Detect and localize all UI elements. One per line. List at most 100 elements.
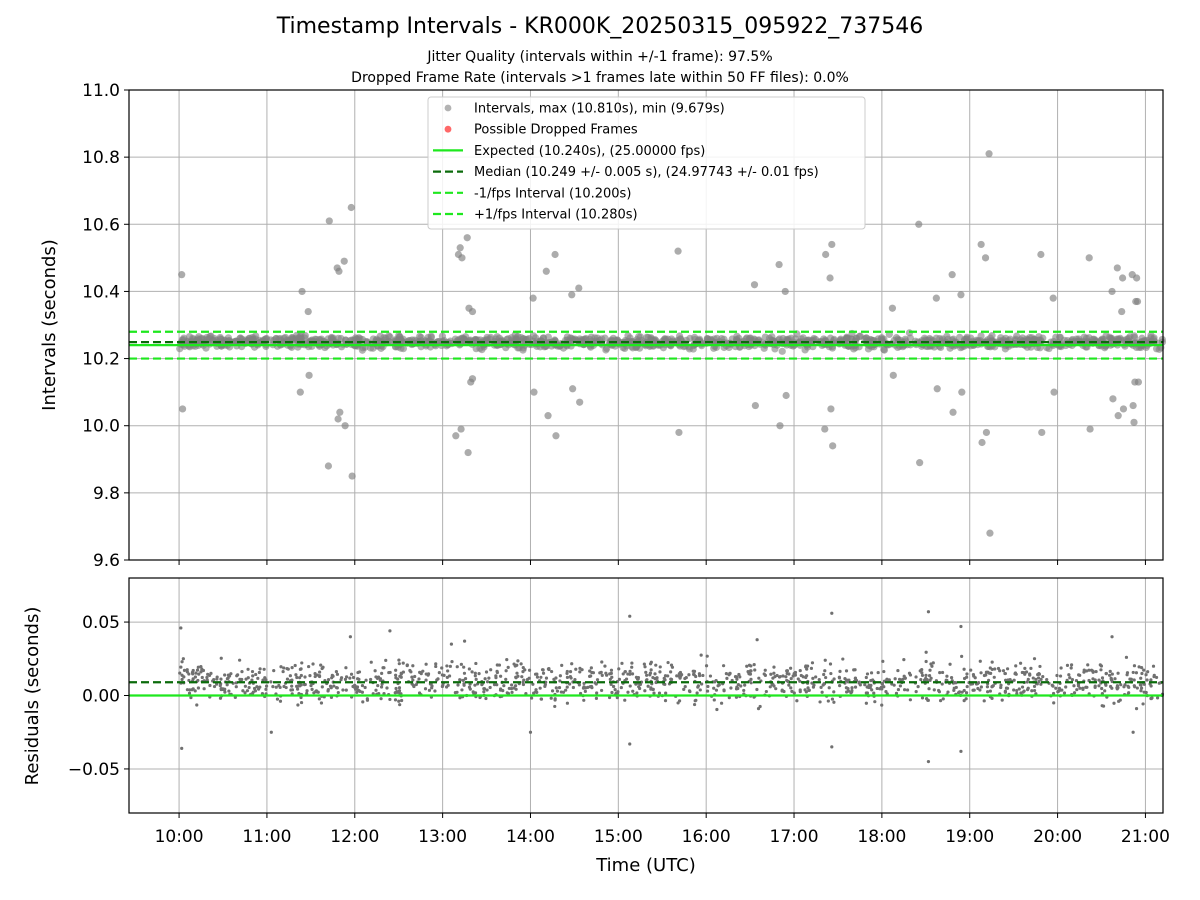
residual-point bbox=[944, 678, 948, 682]
residual-point bbox=[513, 684, 518, 688]
interval-outlier-point bbox=[542, 267, 550, 275]
residual-point bbox=[902, 688, 907, 692]
interval-point bbox=[778, 347, 786, 355]
interval-outlier-point bbox=[468, 375, 477, 383]
residual-point bbox=[423, 687, 428, 691]
interval-outlier-point bbox=[1086, 425, 1094, 433]
interval-outlier-point bbox=[821, 425, 829, 433]
residual-point bbox=[828, 662, 833, 666]
interval-outlier-point bbox=[568, 291, 576, 299]
residual-point bbox=[1081, 687, 1085, 691]
residual-point bbox=[1093, 678, 1097, 682]
residual-point bbox=[701, 673, 705, 678]
residual-point bbox=[1005, 667, 1010, 671]
residual-point bbox=[626, 672, 630, 676]
residual-point bbox=[199, 665, 203, 669]
residual-point bbox=[977, 681, 981, 685]
residual-point bbox=[305, 691, 309, 696]
residual-point bbox=[772, 665, 776, 669]
residual-point bbox=[262, 667, 266, 671]
residual-point bbox=[1129, 677, 1133, 681]
residual-point bbox=[254, 672, 258, 677]
residual-outlier-point bbox=[959, 749, 963, 753]
residual-point bbox=[985, 685, 990, 689]
residual-point bbox=[749, 677, 753, 682]
residual-point bbox=[619, 685, 623, 690]
residual-point bbox=[764, 689, 768, 694]
residual-outlier-point bbox=[449, 642, 454, 646]
residual-point bbox=[393, 691, 397, 695]
residual-point bbox=[272, 668, 276, 673]
interval-outlier-point bbox=[457, 425, 465, 433]
residual-point bbox=[611, 684, 616, 689]
legend-label: Possible Dropped Frames bbox=[474, 123, 638, 138]
residual-point bbox=[255, 685, 259, 689]
residual-point bbox=[798, 679, 802, 683]
interval-point bbox=[262, 342, 270, 351]
interval-outlier-point bbox=[916, 459, 924, 467]
residual-point bbox=[880, 687, 884, 691]
residual-point bbox=[384, 658, 388, 662]
residual-point bbox=[455, 690, 459, 694]
interval-outlier-point bbox=[569, 385, 577, 393]
residual-point bbox=[979, 671, 983, 675]
residual-point bbox=[495, 670, 499, 675]
residual-point bbox=[527, 676, 531, 680]
residual-point bbox=[887, 678, 891, 682]
residual-point bbox=[1097, 678, 1101, 682]
residual-outlier-point bbox=[388, 629, 392, 633]
residual-point bbox=[787, 683, 791, 687]
residual-point bbox=[892, 683, 896, 687]
residual-point bbox=[653, 672, 657, 676]
residual-outlier-point bbox=[1110, 635, 1114, 639]
residual-point bbox=[1146, 670, 1150, 674]
residual-point bbox=[999, 685, 1003, 690]
residual-point bbox=[300, 661, 304, 665]
residual-point bbox=[244, 677, 248, 681]
residual-point bbox=[334, 685, 339, 690]
residual-point bbox=[922, 678, 927, 682]
residual-point bbox=[675, 674, 679, 678]
residual-point bbox=[864, 675, 868, 680]
residual-point bbox=[332, 684, 336, 688]
residual-point bbox=[807, 688, 811, 692]
residual-point bbox=[1037, 679, 1041, 684]
residual-point bbox=[180, 660, 184, 664]
residual-point bbox=[806, 686, 810, 690]
residual-point bbox=[1065, 678, 1069, 682]
residual-point bbox=[956, 691, 961, 695]
residual-point bbox=[796, 677, 800, 681]
residual-point bbox=[488, 685, 492, 690]
residual-point bbox=[414, 682, 418, 687]
interval-outlier-point bbox=[982, 428, 991, 437]
top-y-tick-label: 9.8 bbox=[93, 484, 120, 504]
residual-point bbox=[865, 672, 870, 676]
interval-point bbox=[643, 333, 651, 341]
residual-point bbox=[875, 686, 879, 691]
residual-point bbox=[683, 685, 687, 689]
top-ylabel: Intervals (seconds) bbox=[39, 239, 60, 411]
interval-outlier-point bbox=[551, 250, 559, 259]
residual-point bbox=[631, 689, 635, 693]
residual-point bbox=[663, 674, 668, 678]
residual-point bbox=[1072, 691, 1077, 695]
residual-point bbox=[832, 700, 836, 704]
residual-point bbox=[489, 668, 493, 672]
residual-point bbox=[736, 683, 740, 687]
residual-point bbox=[826, 699, 830, 703]
residual-point bbox=[251, 674, 255, 678]
residual-point bbox=[334, 670, 339, 674]
interval-outlier-point bbox=[674, 247, 682, 255]
residual-point bbox=[360, 683, 365, 688]
interval-outlier-point bbox=[336, 408, 344, 416]
interval-outlier-point bbox=[1118, 307, 1126, 316]
residual-point bbox=[780, 689, 784, 693]
residual-point bbox=[865, 691, 870, 695]
residual-point bbox=[196, 686, 201, 690]
residual-point bbox=[326, 689, 330, 693]
x-tick-label: 16:00 bbox=[682, 827, 731, 847]
residual-point bbox=[678, 670, 683, 675]
residual-point bbox=[905, 688, 910, 692]
residual-point bbox=[988, 689, 992, 693]
residual-point bbox=[864, 701, 868, 705]
